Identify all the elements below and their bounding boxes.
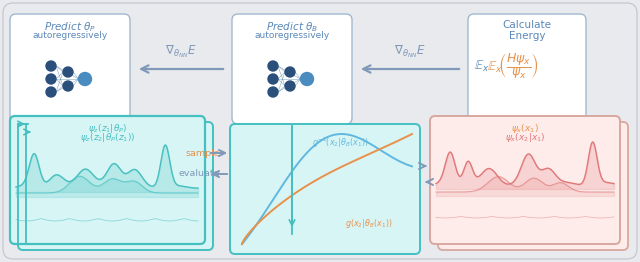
Text: $\psi_z(z_1|\theta_P)$: $\psi_z(z_1|\theta_P)$ (88, 122, 127, 135)
Circle shape (46, 74, 56, 84)
Text: $\mathbb{E}_x\!\left(\dfrac{H\psi_x}{\psi_x}\right)$: $\mathbb{E}_x\!\left(\dfrac{H\psi_x}{\ps… (487, 51, 539, 81)
Circle shape (46, 61, 56, 71)
FancyBboxPatch shape (230, 124, 420, 254)
Circle shape (268, 61, 278, 71)
FancyBboxPatch shape (468, 14, 586, 124)
Circle shape (301, 73, 314, 85)
Circle shape (268, 74, 278, 84)
FancyBboxPatch shape (232, 14, 352, 124)
Text: sample: sample (186, 149, 220, 157)
Circle shape (268, 87, 278, 97)
Text: $\nabla_{\theta_{NN}}E$: $\nabla_{\theta_{NN}}E$ (394, 43, 426, 60)
Circle shape (285, 81, 295, 91)
Text: $\mathbb{E}_x$: $\mathbb{E}_x$ (474, 58, 490, 74)
Text: $\psi_x(x_2|x_1)$: $\psi_x(x_2|x_1)$ (505, 131, 545, 144)
Text: Energy: Energy (509, 31, 545, 41)
FancyBboxPatch shape (10, 116, 205, 244)
Text: Predict $\theta_B$: Predict $\theta_B$ (266, 20, 318, 34)
FancyBboxPatch shape (438, 122, 628, 250)
Text: $g^{-1}(x_2|\theta_B(x_1))$: $g^{-1}(x_2|\theta_B(x_1))$ (312, 136, 368, 150)
Text: $g(x_2|\theta_B(x_1))$: $g(x_2|\theta_B(x_1))$ (345, 217, 392, 230)
Circle shape (46, 87, 56, 97)
FancyBboxPatch shape (18, 122, 213, 250)
Text: autoregressively: autoregressively (33, 31, 108, 40)
Text: Calculate: Calculate (502, 20, 552, 30)
Text: $\psi_z(z_2|\theta_P(z_1))$: $\psi_z(z_2|\theta_P(z_1))$ (81, 131, 136, 144)
Circle shape (79, 73, 92, 85)
FancyBboxPatch shape (430, 116, 620, 244)
Text: Predict $\theta_P$: Predict $\theta_P$ (44, 20, 96, 34)
FancyBboxPatch shape (3, 3, 637, 259)
Text: evaluate: evaluate (179, 170, 220, 178)
Circle shape (63, 81, 73, 91)
Text: $\psi_x(x_1)$: $\psi_x(x_1)$ (511, 122, 539, 135)
FancyBboxPatch shape (10, 14, 130, 124)
Circle shape (63, 67, 73, 77)
Text: autoregressively: autoregressively (254, 31, 330, 40)
Circle shape (285, 67, 295, 77)
Text: $\nabla_{\theta_{NN}}E$: $\nabla_{\theta_{NN}}E$ (165, 43, 197, 60)
